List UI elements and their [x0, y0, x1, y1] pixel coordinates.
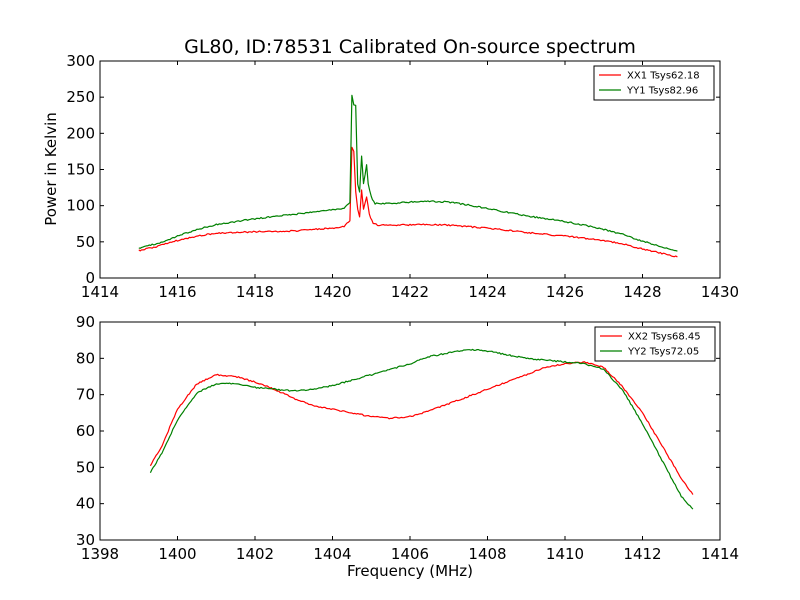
x-tick-label: 1404	[313, 545, 351, 563]
y-axis-label: Power in Kelvin	[42, 112, 60, 226]
y-tick-label: 250	[66, 88, 95, 106]
x-tick-label: 1418	[236, 283, 274, 301]
series-line-xx2	[149, 361, 694, 495]
legend-box	[593, 65, 715, 101]
y-tick-label: 80	[76, 349, 95, 367]
legend-label: XX1 Tsys62.18	[627, 71, 700, 82]
x-tick-label: 1426	[546, 283, 584, 301]
x-tick-label: 1408	[468, 545, 506, 563]
series-line-xx1	[138, 146, 678, 258]
x-tick-label: 1414	[81, 283, 119, 301]
y-tick-label: 60	[76, 422, 95, 440]
y-tick-label: 30	[76, 531, 95, 549]
x-tick-label: 1428	[623, 283, 661, 301]
series-line-yy2	[149, 348, 694, 510]
series-line-yy1	[138, 94, 678, 252]
top-spectrum-plot: 1414 1416 1418 1420 1422 1424 1426 1428 1430 0 50 1…	[66, 52, 739, 301]
legend-label: YY1 Tsys82.96	[626, 86, 698, 97]
legend-label: YY2 Tsys72.05	[627, 347, 699, 358]
x-tick-label: 1406	[391, 545, 429, 563]
y-tick-label: 40	[76, 495, 95, 513]
y-tick-label: 300	[66, 52, 95, 70]
x-tick-label: 1422	[391, 283, 429, 301]
x-tick-label: 1414	[701, 545, 739, 563]
figure-title: GL80, ID:78531 Calibrated On-source spec…	[184, 36, 636, 58]
y-tick-label: 50	[76, 458, 95, 476]
x-tick-label: 1410	[546, 545, 584, 563]
y-tick-label: 100	[66, 197, 95, 215]
x-tick-label: 1420	[313, 283, 351, 301]
x-tick-label: 1430	[701, 283, 739, 301]
legend-box	[594, 326, 716, 362]
bottom-spectrum-plot: 1398 1400 1402 1404 1406 1408 1410 1412 1414 30 40…	[76, 313, 739, 563]
y-tick-label: 200	[66, 124, 95, 142]
y-tick-label: 70	[76, 386, 95, 404]
x-tick-label: 1398	[81, 545, 119, 563]
legend: XX2 Tsys68.45 YY2 Tsys72.05	[594, 326, 716, 362]
y-tick-label: 50	[76, 233, 95, 251]
y-tick-label: 150	[66, 161, 95, 179]
x-tick-label: 1400	[158, 545, 196, 563]
legend: XX1 Tsys62.18 YY1 Tsys82.96	[593, 65, 715, 101]
x-tick-label: 1402	[236, 545, 274, 563]
x-tick-label: 1424	[468, 283, 506, 301]
x-axis-label: Frequency (MHz)	[347, 562, 473, 580]
y-tick-label: 90	[76, 313, 95, 331]
y-tick-label: 0	[85, 269, 95, 287]
legend-label: XX2 Tsys68.45	[628, 332, 701, 343]
x-tick-label: 1416	[158, 283, 196, 301]
x-tick-label: 1412	[623, 545, 661, 563]
